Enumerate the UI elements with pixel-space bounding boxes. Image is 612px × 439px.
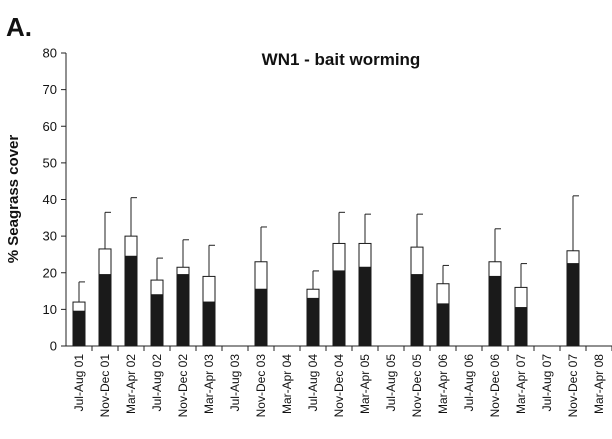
y-tick-label: 50 [43,155,57,170]
bar-segment [410,246,424,276]
x-tick-label: Jul-Aug 06 [462,354,476,412]
y-tick-label: 70 [43,82,57,97]
bar-segment [514,286,528,309]
bar-segment [358,242,372,268]
bar-segment [254,288,268,347]
y-tick-label: 60 [43,119,57,134]
bar-segment [150,294,164,347]
y-tick-label: 0 [50,339,57,354]
bar-segment [150,279,164,296]
y-tick-label: 20 [43,265,57,280]
x-tick-label: Nov-Dec 01 [98,354,112,418]
x-tick-label: Jul-Aug 07 [540,354,554,412]
x-tick-label: Mar-Apr 06 [436,354,450,414]
bar-segment [566,263,580,347]
x-tick-label: Mar-Apr 02 [124,354,138,414]
y-tick-label: 40 [43,192,57,207]
x-tick-label: Jul-Aug 05 [384,354,398,412]
bar-segment [566,250,580,265]
bar-segment [358,266,372,347]
x-tick-label: Nov-Dec 05 [410,354,424,418]
x-tick-label: Nov-Dec 02 [176,354,190,418]
bar-segment [98,274,112,347]
error-bars [78,195,579,303]
bar-segment [488,275,502,347]
y-axis-label: % Seagrass cover [5,135,22,264]
y-ticks: 0 10 20 30 40 50 60 70 80 [43,46,66,354]
bar-segment [436,283,450,305]
chart-title: WN1 - bait worming [262,50,421,69]
bar-segment [202,275,216,303]
x-tick-label: Nov-Dec 07 [566,354,580,418]
x-tick-label: Jul-Aug 01 [72,354,86,412]
bar-segment [514,307,528,347]
bar-segment [72,301,86,312]
panel-label: A. [6,12,32,42]
y-tick-label: 30 [43,229,57,244]
bars [72,235,580,347]
bar-segment [332,242,346,272]
bar-segment [72,310,86,347]
x-tick-label: Mar-Apr 07 [514,354,528,414]
x-tick-label: Mar-Apr 04 [280,354,294,414]
bar-segment [488,261,502,277]
bar-segment [410,274,424,347]
bar-segment [436,303,450,347]
x-ticks: Jul-Aug 01 Nov-Dec 01 Mar-Apr 02 Jul-Aug 02… [72,346,612,417]
x-tick-label: Jul-Aug 02 [150,354,164,412]
bar-segment [306,288,320,299]
y-tick-label: 80 [43,46,57,61]
bar-segment [124,235,138,257]
y-tick-label: 10 [43,302,57,317]
bar-segment [176,274,190,347]
x-tick-label: Mar-Apr 03 [202,354,216,414]
bar-segment [254,261,268,290]
bar-segment [176,266,190,276]
x-tick-label: Jul-Aug 04 [306,354,320,412]
bar-segment [332,270,346,347]
x-tick-label: Nov-Dec 03 [254,354,268,418]
bar-segment [306,297,320,347]
bar-segment [98,248,112,276]
x-tick-label: Nov-Dec 06 [488,354,502,418]
x-tick-label: Jul-Aug 03 [228,354,242,412]
x-tick-label: Mar-Apr 05 [358,354,372,414]
bar-segment [124,255,138,347]
bar-segment [202,301,216,347]
x-tick-label: Nov-Dec 04 [332,354,346,418]
x-tick-label: Mar-Apr 08 [592,354,606,414]
